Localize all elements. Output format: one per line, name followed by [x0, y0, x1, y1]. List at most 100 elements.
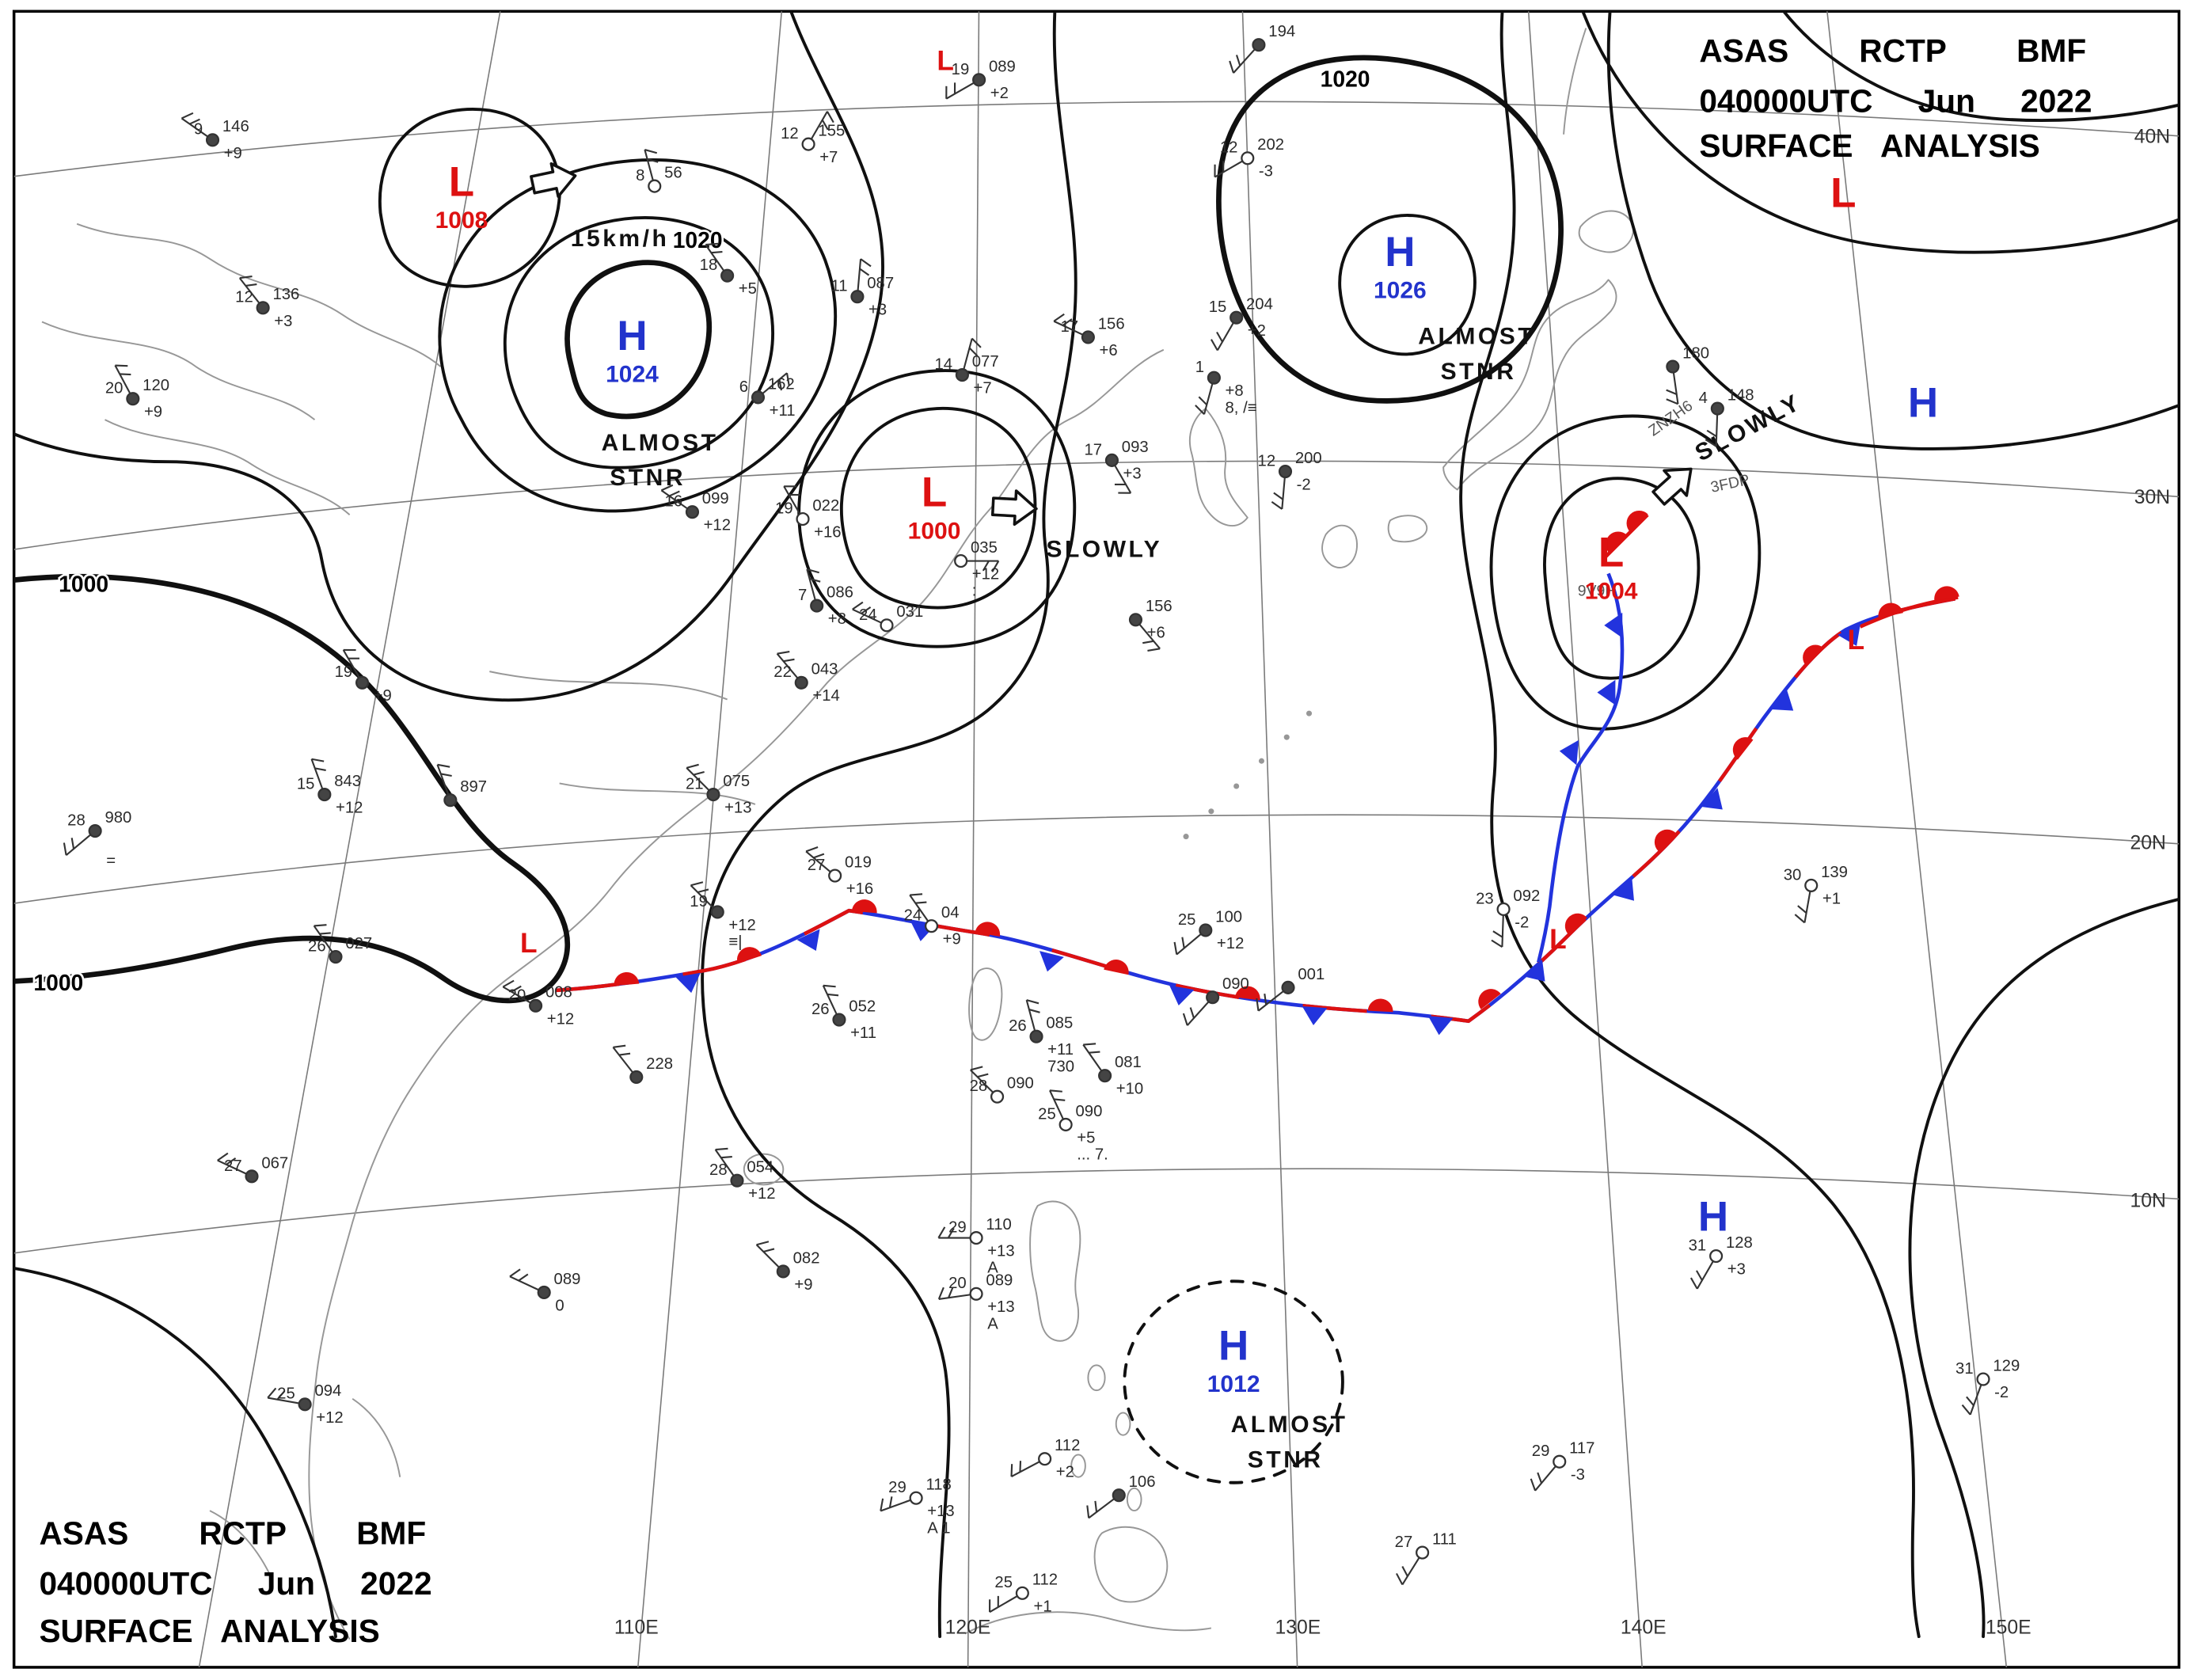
- station-pressure: 090: [1076, 1103, 1103, 1120]
- station-pressure: 56: [664, 165, 682, 182]
- station-extra: ... 7.: [1077, 1146, 1108, 1164]
- wind-barb: [1011, 1461, 1040, 1478]
- station-dewpoint: +6: [1147, 625, 1165, 642]
- latitude-label: 20N: [2130, 832, 2166, 853]
- ship-callsign-label: 3FDP: [1709, 471, 1751, 496]
- station-temperature: 12: [235, 289, 253, 306]
- station-plot: 28 054 +12: [709, 1147, 776, 1203]
- station-plot: 20 008 +12: [502, 979, 574, 1028]
- movement-arrow-l1008: [527, 158, 580, 203]
- wind-barb: [783, 485, 801, 515]
- low-pressure-center: L: [1847, 625, 1864, 656]
- station-dewpoint: +6: [1100, 342, 1118, 359]
- longitude-label: 150E: [1986, 1617, 2031, 1639]
- station-plot: 25 090 +5... 7.: [1038, 1089, 1108, 1164]
- station-dewpoint: +12: [972, 566, 999, 583]
- station-temperature: 29: [1532, 1442, 1550, 1460]
- wind-barb: [755, 1244, 781, 1268]
- station-plot: 19 +9: [335, 648, 392, 705]
- title-block-top-right: ASAS RCTP BMF 040000UTC Jun 2022 SURFACE…: [1699, 32, 2092, 164]
- station-plot: 30 139 +1: [1784, 864, 1848, 924]
- station-plot: 089 0: [509, 1268, 580, 1314]
- station-plot: 6 162 +11: [739, 372, 796, 420]
- station-pressure: 118: [925, 1477, 951, 1494]
- station-plot: 12 200 -2: [1258, 450, 1322, 510]
- wind-barb: [644, 149, 654, 181]
- station-pressure: 228: [646, 1055, 673, 1073]
- wind-barb: [776, 653, 799, 679]
- movement-label: STNR: [1248, 1446, 1324, 1473]
- station-pressure: 106: [1129, 1473, 1156, 1491]
- station-dewpoint: +14: [812, 687, 839, 705]
- svg-text:L: L: [937, 45, 954, 76]
- station-temperature: 20: [105, 380, 124, 397]
- wind-barb: [938, 1294, 971, 1300]
- station-plot: 194: [1229, 23, 1295, 74]
- wind-barb: [502, 986, 532, 1004]
- station-extra: ≡|: [728, 933, 742, 951]
- station-plot: 25 094 +12: [267, 1382, 344, 1427]
- wind-barb: [852, 608, 883, 624]
- wind-barb: [909, 894, 929, 922]
- station-dewpoint: +9: [374, 687, 392, 705]
- station-dewpoint: +9: [224, 145, 242, 162]
- station-pressure: 843: [334, 773, 361, 790]
- station-temperature: 23: [1476, 890, 1494, 907]
- station-temperature: 4: [1699, 390, 1708, 407]
- station-temperature: 19: [952, 61, 970, 78]
- svg-text:L: L: [1598, 530, 1624, 576]
- isobar-value-label: 1020: [673, 227, 723, 253]
- station-plot: 29 118 +13A 1: [880, 1477, 955, 1537]
- station-extra: =: [106, 853, 116, 870]
- wind-barb: [1534, 1465, 1557, 1492]
- station-extra: 8, /≡: [1226, 399, 1257, 416]
- station-dewpoint: +7: [974, 380, 992, 397]
- station-temperature: 28: [709, 1161, 728, 1179]
- station-temperature: 27: [224, 1157, 242, 1175]
- station-temperature: 14: [934, 356, 952, 374]
- station-dewpoint: +12: [336, 800, 363, 817]
- station-pressure: 090: [1007, 1075, 1034, 1093]
- station-temperature: 9: [194, 121, 203, 139]
- movement-arrow-l1000: [990, 488, 1039, 527]
- wind-barb: [1176, 933, 1203, 956]
- svg-text:1000: 1000: [908, 518, 961, 544]
- wind-barb: [1216, 321, 1235, 352]
- wind-barb: [1025, 999, 1036, 1032]
- station-dewpoint: +3: [1727, 1261, 1746, 1279]
- wind-barb: [1082, 1043, 1103, 1072]
- station-temperature: 18: [700, 257, 718, 274]
- wind-barb: [65, 834, 92, 856]
- station-pressure: 090: [1222, 975, 1249, 993]
- wind-barb: [181, 117, 209, 138]
- station-pressure: 111: [1432, 1530, 1457, 1548]
- wind-barb: [1803, 891, 1811, 923]
- station-dewpoint: +13: [927, 1503, 954, 1520]
- station-dewpoint: +11: [770, 402, 796, 420]
- station-dewpoint: +13: [987, 1243, 1014, 1260]
- station-plot: 27 111: [1395, 1530, 1457, 1586]
- station-plot: 12 136 +3: [235, 276, 299, 330]
- station-pressure: 035: [971, 539, 998, 557]
- movement-label: STNR: [610, 465, 686, 491]
- high-pressure-center: H: [1698, 1194, 1728, 1241]
- wind-barb: [1257, 990, 1285, 1012]
- station-temperature: 27: [808, 857, 826, 874]
- station-dewpoint: +9: [943, 931, 961, 948]
- station-dewpoint: +7: [819, 149, 838, 166]
- station-temperature: 15: [1209, 298, 1227, 316]
- station-plot: 16 099 +12: [660, 484, 731, 534]
- station-extra: A: [987, 1315, 998, 1332]
- station-temperature: 7: [798, 587, 807, 604]
- svg-text:L: L: [449, 158, 474, 205]
- station-plot: 31 128 +3: [1689, 1234, 1753, 1290]
- wind-barb: [612, 1047, 634, 1074]
- station-plot: 31 129 -2: [1955, 1357, 2020, 1416]
- station-temperature: 1: [1195, 359, 1204, 376]
